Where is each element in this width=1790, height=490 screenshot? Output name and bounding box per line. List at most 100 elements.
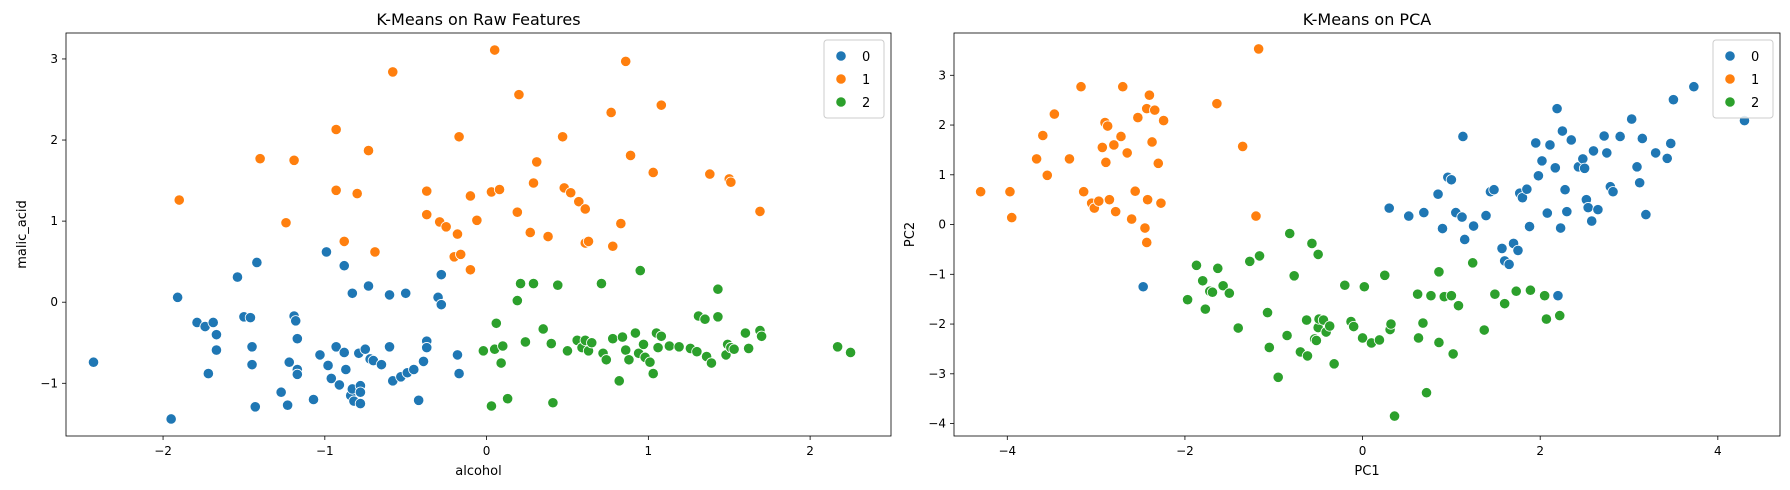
scatter-point-cluster-2	[1452, 300, 1465, 312]
scatter-point-cluster-1	[489, 44, 501, 56]
x-tick-label: 1	[645, 444, 653, 458]
scatter-point-cluster-1	[655, 99, 667, 111]
scatter-point-cluster-2	[1510, 285, 1522, 297]
scatter-point-cluster-1	[620, 55, 632, 67]
scatter-point-cluster-2	[613, 375, 625, 387]
scatter-point-cluster-2	[485, 400, 498, 412]
scatter-point-cluster-2	[1281, 329, 1293, 342]
scatter-point-cluster-0	[1556, 125, 1568, 137]
scatter-point-cluster-0	[320, 246, 333, 258]
scatter-point-cluster-1	[288, 154, 300, 166]
scatter-point-cluster-2	[1433, 336, 1445, 349]
scatter-point-cluster-2	[1328, 358, 1340, 370]
scatter-point-cluster-1	[1117, 81, 1129, 93]
scatter-point-cluster-2	[1417, 317, 1429, 329]
scatter-point-cluster-2	[511, 294, 523, 307]
scatter-point-cluster-1	[605, 106, 617, 119]
scatter-point-cluster-2	[728, 343, 740, 355]
scatter-point-cluster-0	[1536, 155, 1548, 167]
scatter-point-cluster-2	[1467, 257, 1479, 269]
scatter-point-cluster-1	[1100, 156, 1112, 168]
legend-marker	[1724, 96, 1736, 108]
scatter-point-cluster-0	[1559, 184, 1571, 196]
legend: 0 1 2	[823, 39, 885, 119]
legend: 0 1 2	[1712, 39, 1774, 119]
scatter-point-cluster-0	[322, 359, 334, 372]
scatter-point-cluster-1	[527, 177, 540, 189]
scatter-point-cluster-0	[1403, 210, 1415, 222]
scatter-point-cluster-2	[1412, 332, 1425, 344]
scatter-point-cluster-0	[1582, 202, 1594, 214]
scatter-point-cluster-1	[464, 190, 477, 202]
scatter-point-cluster-0	[417, 355, 430, 368]
scatter-point-cluster-0	[400, 287, 412, 299]
scatter-point-cluster-0	[282, 399, 294, 411]
x-tick-label: −4	[998, 444, 1016, 458]
scatter-point-cluster-2	[545, 337, 557, 350]
scatter-point-cluster-0	[1532, 170, 1545, 182]
scatter-point-cluster-2	[652, 342, 664, 354]
scatter-point-cluster-0	[330, 341, 342, 353]
scatter-point-cluster-0	[1614, 130, 1626, 143]
legend-entry: 0	[862, 50, 870, 65]
scatter-point-cluster-1	[511, 206, 523, 218]
scatter-point-cluster-0	[362, 280, 375, 292]
scatter-point-cluster-0	[87, 356, 100, 368]
scatter-point-cluster-0	[1661, 152, 1673, 164]
scatter-point-cluster-2	[477, 345, 489, 357]
scatter-point-cluster-1	[1253, 43, 1265, 55]
scatter-point-cluster-1	[1211, 98, 1223, 110]
scatter-point-cluster-1	[280, 217, 292, 229]
scatter-point-cluster-1	[1063, 153, 1076, 165]
scatter-point-cluster-2	[1425, 290, 1437, 302]
scatter-point-cluster-1	[1037, 129, 1049, 142]
scatter-point-cluster-1	[1004, 186, 1016, 198]
chart-title: K-Means on Raw Features	[376, 10, 580, 29]
scatter-point-cluster-2	[1199, 303, 1211, 315]
scatter-point-cluster-0	[338, 260, 350, 272]
scatter-point-cluster-1	[542, 230, 554, 243]
legend-entry: 0	[1751, 50, 1759, 65]
scatter-point-cluster-0	[244, 312, 257, 324]
y-tick-label: −3	[928, 367, 946, 381]
scatter-point-cluster-0	[1496, 242, 1508, 255]
scatter-point-cluster-2	[1223, 287, 1235, 299]
x-tick-label: 4	[1714, 444, 1722, 458]
scatter-point-cluster-2	[739, 327, 752, 339]
scatter-point-cluster-0	[1523, 220, 1536, 233]
scatter-point-cluster-1	[1141, 236, 1153, 249]
scatter-point-cluster-2	[561, 345, 574, 357]
scatter-point-cluster-1	[1139, 222, 1151, 234]
scatter-point-cluster-2	[1244, 255, 1256, 267]
scatter-point-cluster-0	[1541, 207, 1553, 219]
chart-title: K-Means on PCA	[1303, 10, 1431, 29]
y-tick-label: 1	[938, 168, 946, 182]
scatter-point-cluster-0	[325, 372, 337, 385]
scatter-point-cluster-1	[330, 184, 342, 196]
x-tick-label: 0	[483, 444, 491, 458]
scatter-point-cluster-0	[1626, 113, 1638, 125]
scatter-point-cluster-2	[634, 264, 646, 277]
scatter-point-cluster-0	[1561, 206, 1573, 218]
scatter-point-cluster-0	[1418, 207, 1430, 219]
x-tick-label: −2	[154, 444, 172, 458]
legend-marker	[1724, 73, 1736, 85]
scatter-point-cluster-1	[440, 221, 452, 233]
scatter-point-cluster-1	[1126, 213, 1138, 225]
scatter-point-cluster-2	[691, 346, 703, 358]
scatter-point-cluster-0	[451, 349, 464, 361]
scatter-point-cluster-1	[453, 131, 465, 143]
scatter-point-cluster-2	[616, 331, 629, 343]
scatter-point-cluster-1	[1149, 104, 1161, 116]
scatter-point-cluster-2	[1412, 288, 1424, 300]
scatter-point-cluster-1	[338, 235, 350, 247]
scatter-point-cluster-2	[1197, 275, 1209, 287]
scatter-point-cluster-0	[283, 356, 295, 368]
scatter-point-cluster-0	[1530, 137, 1542, 149]
scatter-point-cluster-0	[338, 346, 350, 359]
scatter-point-cluster-0	[1607, 186, 1619, 198]
scatter-point-cluster-1	[1075, 81, 1087, 93]
scatter-point-cluster-2	[1284, 227, 1296, 240]
scatter-point-cluster-0	[246, 359, 258, 371]
scatter-point-cluster-0	[435, 269, 447, 281]
